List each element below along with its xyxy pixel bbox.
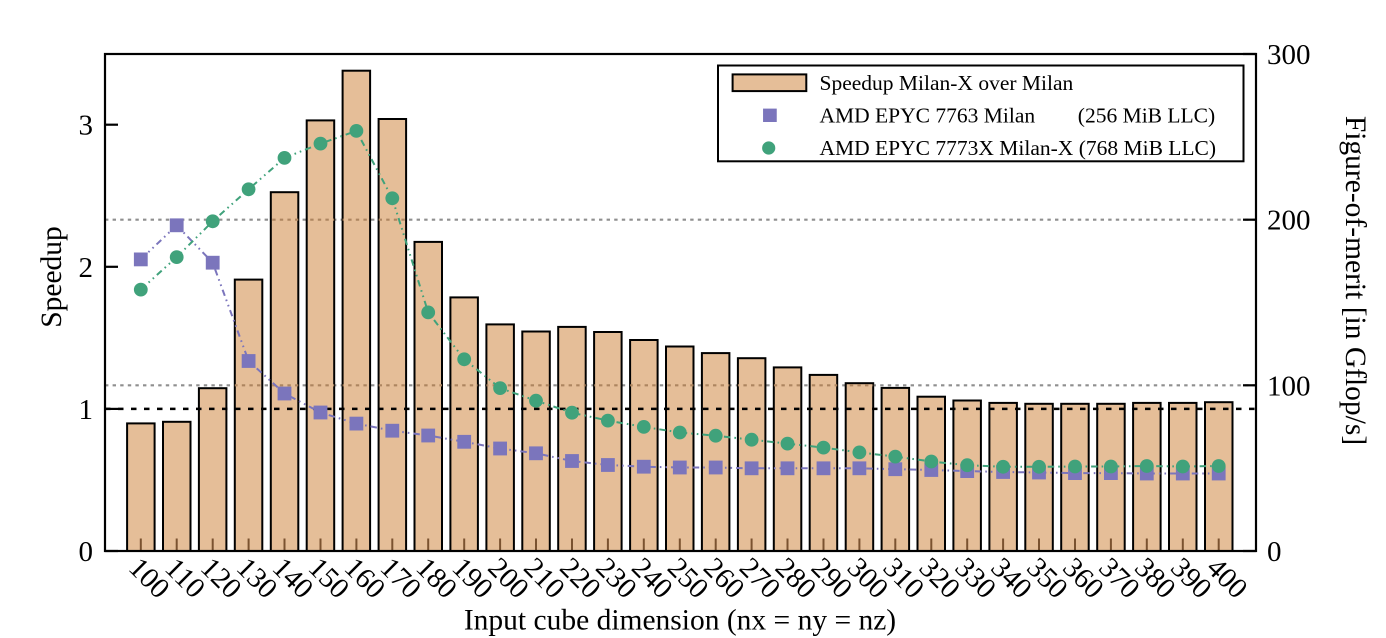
- svg-text:3: 3: [79, 110, 94, 142]
- svg-text:2: 2: [79, 252, 94, 284]
- svg-text:0: 0: [1267, 536, 1282, 568]
- svg-text:Figure-of-merit [in Gflop/s]: Figure-of-merit [in Gflop/s]: [1339, 116, 1371, 445]
- svg-text:100: 100: [1267, 370, 1311, 402]
- svg-text:200: 200: [1267, 205, 1311, 237]
- svg-text:300: 300: [1267, 39, 1311, 71]
- svg-text:AMD EPYC 7763 Milan: AMD EPYC 7763 Milan: [820, 104, 1036, 128]
- svg-text:Input cube dimension (nx = ny: Input cube dimension (nx = ny = nz): [464, 605, 896, 637]
- svg-text:1: 1: [79, 394, 94, 426]
- svg-text:Speedup Milan-X over Milan: Speedup Milan-X over Milan: [820, 71, 1074, 95]
- svg-text:(256 MiB LLC): (256 MiB LLC): [1078, 104, 1215, 128]
- svg-text:AMD EPYC 7773X Milan-X (768 Mi: AMD EPYC 7773X Milan-X (768 MiB LLC): [820, 136, 1217, 160]
- svg-text:0: 0: [79, 536, 94, 568]
- svg-text:Speedup: Speedup: [36, 226, 68, 328]
